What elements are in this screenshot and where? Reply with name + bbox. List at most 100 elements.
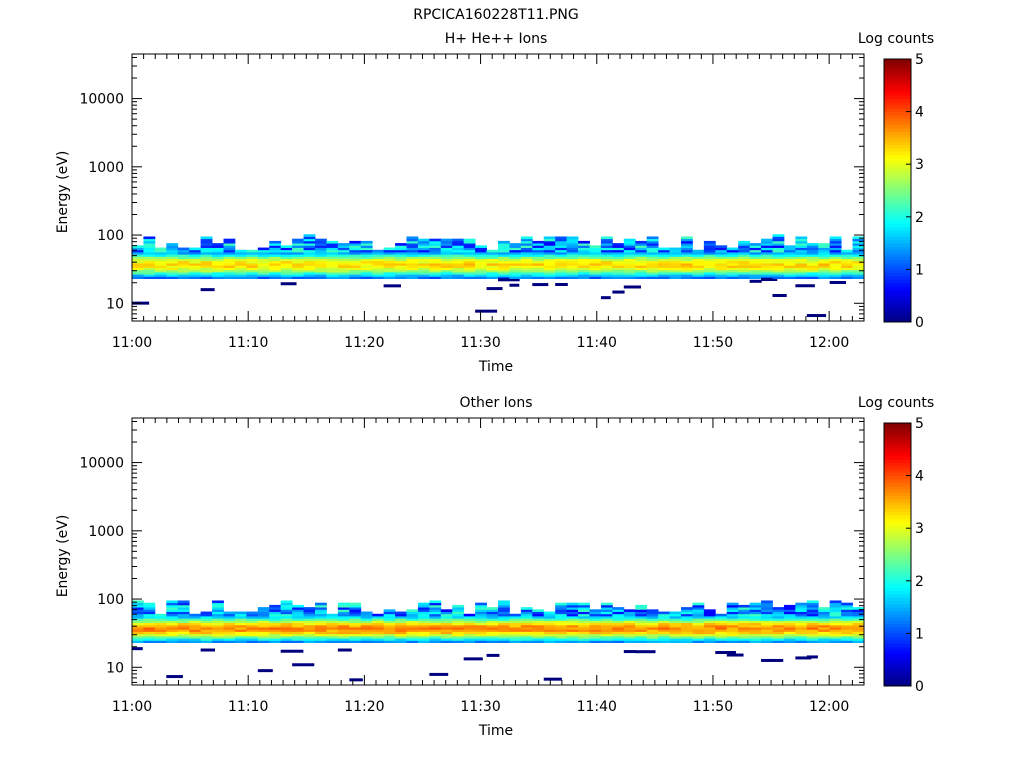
heatmap-cell bbox=[486, 611, 499, 615]
heatmap-cell bbox=[566, 276, 579, 279]
heatmap-cell bbox=[692, 249, 705, 253]
heatmap-cell bbox=[132, 620, 144, 624]
heatmap-cell bbox=[326, 240, 339, 244]
heatmap-cell bbox=[212, 638, 224, 641]
heatmap-cell bbox=[417, 274, 430, 277]
heatmap-cell bbox=[406, 613, 419, 617]
heatmap-cell bbox=[761, 615, 773, 619]
heatmap-cell bbox=[703, 265, 716, 268]
heatmap-cell bbox=[623, 258, 636, 262]
heatmap-cell bbox=[635, 240, 648, 244]
heatmap-cell bbox=[726, 265, 739, 268]
heatmap-cell bbox=[772, 243, 785, 246]
heatmap-cell bbox=[600, 624, 613, 628]
colorbar-swatch bbox=[884, 544, 911, 549]
heatmap-cell bbox=[257, 627, 270, 630]
heatmap-cell bbox=[578, 633, 590, 637]
colorbar-swatch bbox=[884, 676, 911, 680]
heatmap-cell bbox=[132, 615, 144, 619]
heatmap-cell bbox=[269, 269, 282, 273]
heatmap-cell bbox=[589, 249, 602, 253]
heatmap-cell bbox=[852, 620, 865, 624]
heatmap-cell bbox=[703, 251, 716, 255]
heatmap-cell bbox=[372, 624, 385, 628]
heatmap-cell bbox=[143, 618, 156, 621]
heatmap-cell bbox=[189, 263, 202, 266]
colorbar-swatch bbox=[884, 492, 911, 496]
heatmap-cell bbox=[132, 269, 144, 273]
colorbar-swatch bbox=[884, 193, 911, 198]
heatmap-cell bbox=[555, 265, 568, 268]
colorbar-swatch bbox=[884, 298, 911, 303]
heatmap-cell bbox=[395, 247, 407, 251]
heatmap-cell bbox=[772, 611, 785, 615]
heatmap-cell bbox=[738, 629, 751, 632]
heatmap-cell bbox=[246, 620, 259, 624]
heatmap-cell bbox=[795, 629, 808, 632]
heatmap-cell bbox=[200, 271, 213, 275]
heatmap-cell bbox=[417, 247, 430, 251]
heatmap-cell bbox=[555, 629, 568, 632]
heatmap-cell bbox=[566, 640, 579, 643]
heatmap-cell bbox=[406, 276, 419, 279]
heatmap-cell bbox=[132, 622, 144, 626]
heatmap-cell bbox=[498, 609, 510, 612]
heatmap-cell bbox=[623, 263, 636, 266]
heatmap-cell bbox=[532, 627, 545, 630]
heatmap-cell bbox=[761, 602, 773, 606]
heatmap-cell bbox=[452, 640, 465, 643]
heatmap-cell bbox=[578, 260, 590, 264]
heatmap-cell bbox=[177, 269, 190, 273]
heatmap-cell bbox=[509, 629, 522, 632]
heatmap-cell bbox=[486, 254, 499, 257]
heatmap-cell bbox=[543, 254, 556, 257]
heatmap-cell bbox=[212, 267, 224, 271]
heatmap-cell bbox=[703, 615, 716, 619]
heatmap-cell bbox=[578, 624, 590, 628]
heatmap-cell bbox=[166, 271, 179, 275]
colorbar-swatch bbox=[884, 216, 911, 221]
heatmap-cell bbox=[783, 265, 796, 268]
heatmap-cell bbox=[543, 640, 556, 643]
x-tick-label: 11:20 bbox=[344, 699, 384, 715]
heatmap-cell bbox=[852, 629, 865, 632]
colorbar-swatch bbox=[884, 315, 911, 320]
x-tick-label: 11:00 bbox=[112, 699, 152, 715]
heatmap-cell bbox=[498, 611, 510, 615]
heatmap-cell bbox=[223, 265, 236, 268]
heatmap-cell bbox=[417, 256, 430, 260]
heatmap-cell bbox=[600, 258, 613, 262]
heatmap-cell bbox=[600, 631, 613, 635]
heatmap-cell bbox=[269, 638, 282, 641]
heatmap-cell bbox=[509, 245, 522, 248]
heatmap-cell bbox=[646, 263, 659, 266]
heatmap-cell bbox=[520, 627, 533, 630]
heatmap-cell bbox=[532, 629, 545, 632]
heatmap-cell bbox=[486, 265, 499, 268]
heatmap-cell bbox=[143, 633, 156, 637]
heatmap-cell bbox=[429, 631, 442, 635]
heatmap-cell bbox=[406, 254, 419, 257]
heatmap-cell bbox=[475, 633, 487, 637]
heatmap-cell bbox=[703, 635, 716, 639]
heatmap-cell bbox=[818, 635, 831, 639]
colorbar-swatch bbox=[884, 210, 911, 215]
heatmap-cell bbox=[452, 238, 465, 242]
heatmap-cell bbox=[852, 254, 865, 257]
heatmap-cell bbox=[498, 627, 510, 630]
heatmap-cell bbox=[795, 611, 808, 615]
heatmap-cell bbox=[315, 267, 327, 271]
heatmap-cell bbox=[200, 269, 213, 273]
heatmap-cell bbox=[589, 620, 602, 624]
heatmap-cell bbox=[303, 247, 316, 251]
heatmap-cell bbox=[440, 263, 453, 266]
colorbar-swatch bbox=[884, 485, 911, 490]
heatmap-cell bbox=[200, 258, 213, 262]
heatmap-cell bbox=[280, 633, 293, 637]
heatmap-cell bbox=[406, 611, 419, 615]
heatmap-cell bbox=[212, 274, 224, 277]
heatmap-cell bbox=[783, 260, 796, 264]
heatmap-cell bbox=[738, 633, 751, 637]
heatmap-cell bbox=[738, 258, 751, 262]
heatmap-cell bbox=[223, 276, 236, 279]
